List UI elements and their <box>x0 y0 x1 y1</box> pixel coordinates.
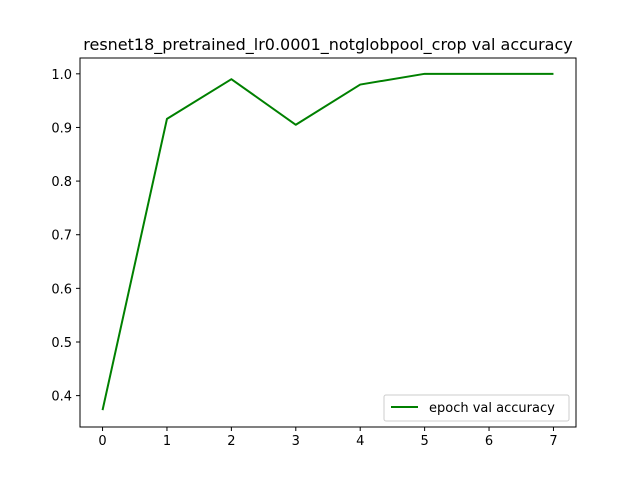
y-tick-label: 0.6 <box>51 282 72 297</box>
legend-label: epoch val accuracy <box>429 401 555 416</box>
x-tick-label: 7 <box>549 434 557 449</box>
chart-title: resnet18_pretrained_lr0.0001_notglobpool… <box>83 35 572 55</box>
y-tick-label: 0.4 <box>51 390 72 405</box>
y-tick-label: 0.7 <box>51 229 72 244</box>
x-axis: 0 1 2 3 4 5 6 7 <box>98 427 558 449</box>
x-tick-label: 1 <box>163 434 171 449</box>
x-tick-label: 5 <box>420 434 428 449</box>
legend-box <box>383 394 570 422</box>
x-tick-label: 4 <box>356 434 364 449</box>
series-line <box>101 72 554 411</box>
y-tick-label: 0.5 <box>51 336 72 351</box>
axes-frame <box>79 57 577 428</box>
x-tick-label: 0 <box>98 434 106 449</box>
x-tick-label: 6 <box>485 434 493 449</box>
y-tick-label: 0.9 <box>51 121 72 136</box>
plot-area <box>79 57 577 428</box>
x-tick-label: 3 <box>292 434 300 449</box>
y-tick-label: 1.0 <box>51 68 72 83</box>
y-axis: 0.4 0.5 0.6 0.7 0.8 0.9 1.0 <box>51 68 80 405</box>
x-tick-label: 2 <box>227 434 235 449</box>
legend: epoch val accuracy <box>383 394 570 422</box>
y-tick-label: 0.8 <box>51 175 72 190</box>
series-layer <box>101 72 554 411</box>
